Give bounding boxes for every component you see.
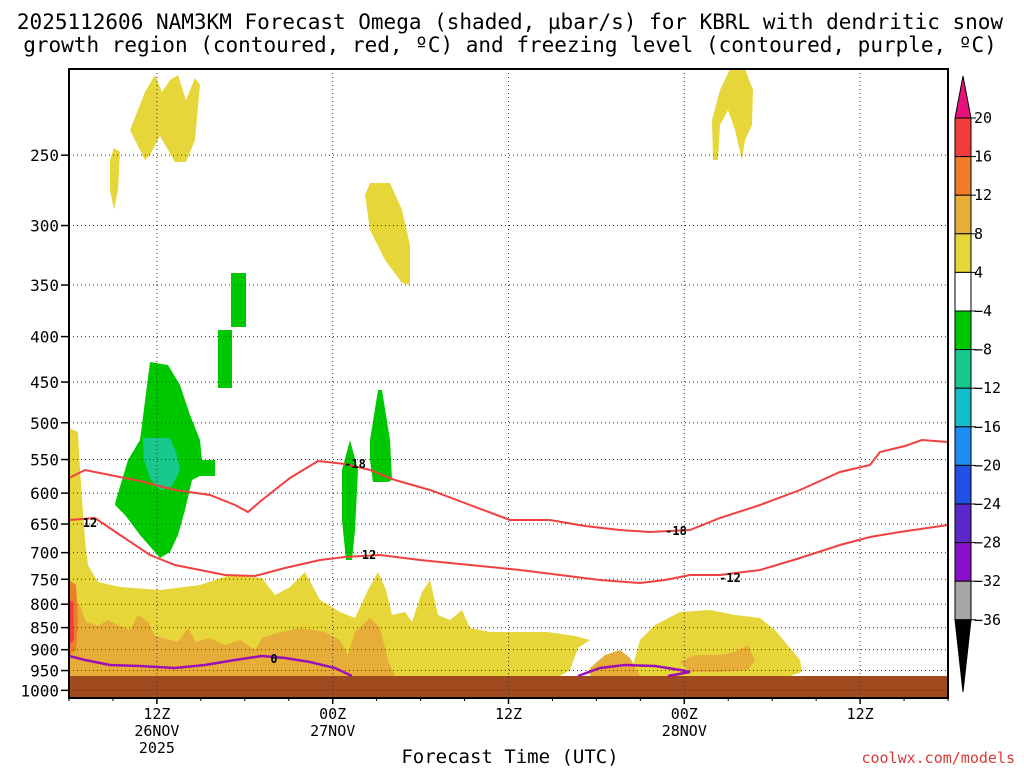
y-tick-label: 350 — [30, 276, 59, 295]
colorbar-bottom-arrow — [954, 619, 972, 693]
colorbar-level-label: 8 — [974, 225, 983, 243]
colorbar-level-label: −16 — [974, 418, 1001, 436]
colorbar-swatch — [954, 117, 972, 158]
grid — [69, 69, 948, 698]
colorbar-swatch — [954, 464, 972, 505]
plot-area: -18 -18 12 12 -12 0 — [69, 69, 948, 698]
colorbar-level-label: −28 — [974, 534, 1001, 552]
contour-label-0: 0 — [270, 652, 277, 666]
colorbar-level-label: −12 — [974, 379, 1001, 397]
y-tick-label: 300 — [30, 217, 59, 236]
omega-shading-yellow — [69, 69, 802, 676]
y-tick-label: 850 — [30, 619, 59, 638]
colorbar-swatch — [954, 349, 972, 389]
colorbar-swatch — [954, 580, 972, 621]
x-tick-label: 12Z — [143, 705, 170, 723]
dgz-contours — [69, 438, 948, 585]
colorbar-level-label: −24 — [974, 495, 1001, 513]
x-tick-label: 12Z — [495, 705, 522, 723]
y-tick-label: 650 — [30, 515, 59, 534]
y-tick-label: 950 — [30, 662, 59, 681]
y-tick-label: 500 — [30, 414, 59, 433]
colorbar-swatch — [954, 271, 972, 312]
surface-fill — [69, 676, 948, 698]
colorbar-level-label: 4 — [974, 263, 983, 281]
y-tick-label: 1000 — [20, 681, 59, 700]
x-tick-label: 28NOV — [662, 722, 707, 740]
colorbar-level-label: 20 — [974, 109, 992, 127]
freezing-level-contours — [69, 654, 691, 678]
omega-shading-teal — [143, 438, 180, 490]
credit-text: coolwx.com/models — [861, 749, 1015, 767]
colorbar: 20 16 12 8 4 −4 −8 −12 −16 −20 −24 −28 −32 −36 — [954, 75, 1001, 693]
x-axis-title: Forecast Time (UTC) — [401, 746, 618, 768]
colorbar-swatch — [954, 156, 972, 196]
x-tick-label: 2025 — [139, 739, 175, 757]
contour-label-12-b: 12 — [362, 548, 376, 562]
y-tick-label: 750 — [30, 570, 59, 589]
colorbar-level-label: 16 — [974, 148, 992, 166]
dgz-contour-minus12 — [69, 516, 948, 585]
colorbar-swatch — [954, 542, 972, 582]
colorbar-swatch — [954, 194, 972, 235]
colorbar-swatch — [954, 310, 972, 351]
x-tick-label: 00Z — [319, 705, 346, 723]
colorbar-level-label: −36 — [974, 611, 1001, 629]
colorbar-swatch — [954, 426, 972, 466]
colorbar-swatch — [954, 503, 972, 544]
y-tick-label: 400 — [30, 328, 59, 347]
colorbar-level-label: −20 — [974, 456, 1001, 474]
y-axis: 250 300 350 400 450 500 550 600 650 700 750 800 850 9… — [20, 146, 69, 700]
contour-label-minus18-b: -18 — [665, 524, 687, 538]
freezing-level-contour-left — [69, 654, 353, 678]
colorbar-top-arrow — [954, 75, 972, 119]
colorbar-level-label: −8 — [974, 341, 992, 359]
dgz-contour-minus18 — [69, 438, 948, 534]
contour-label-minus18-a: -18 — [344, 457, 366, 471]
x-tick-label: 12Z — [847, 705, 874, 723]
chart-title-line2: growth region (contoured, red, ºC) and f… — [23, 33, 997, 57]
colorbar-level-label: 12 — [974, 186, 992, 204]
y-tick-label: 450 — [30, 373, 59, 392]
omega-shading-orange — [69, 600, 755, 676]
chart-title-line1: 2025112606 NAM3KM Forecast Omega (shaded… — [17, 10, 1004, 34]
y-tick-label: 900 — [30, 641, 59, 660]
colorbar-swatch — [954, 387, 972, 428]
y-tick-label: 800 — [30, 595, 59, 614]
colorbar-swatch — [954, 233, 972, 273]
x-tick-label: 00Z — [671, 705, 698, 723]
contour-label-12-a: 12 — [83, 516, 97, 530]
colorbar-level-label: −32 — [974, 572, 1001, 590]
omega-shading-red — [69, 580, 78, 655]
y-tick-label: 250 — [30, 146, 59, 165]
contour-labels: -18 -18 12 12 -12 0 — [83, 457, 741, 666]
y-tick-label: 700 — [30, 544, 59, 563]
x-tick-label: 26NOV — [134, 722, 179, 740]
x-tick-label: 27NOV — [310, 722, 355, 740]
y-tick-label: 550 — [30, 451, 59, 470]
y-tick-label: 600 — [30, 484, 59, 503]
colorbar-level-label: −4 — [974, 302, 992, 320]
freezing-level-contour-right — [577, 663, 691, 678]
contour-label-minus12: -12 — [719, 571, 741, 585]
